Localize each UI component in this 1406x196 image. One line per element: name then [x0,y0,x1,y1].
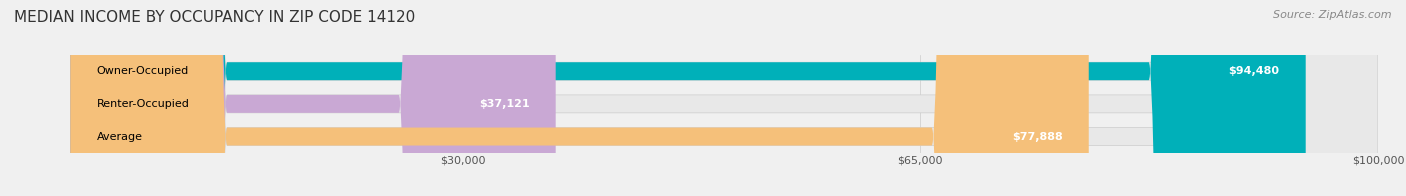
FancyBboxPatch shape [70,0,1378,196]
FancyBboxPatch shape [70,0,555,196]
Text: Renter-Occupied: Renter-Occupied [97,99,190,109]
Text: Source: ZipAtlas.com: Source: ZipAtlas.com [1274,10,1392,20]
Text: MEDIAN INCOME BY OCCUPANCY IN ZIP CODE 14120: MEDIAN INCOME BY OCCUPANCY IN ZIP CODE 1… [14,10,415,25]
Text: Owner-Occupied: Owner-Occupied [97,66,188,76]
FancyBboxPatch shape [70,0,1088,196]
Text: $37,121: $37,121 [479,99,530,109]
Text: $77,888: $77,888 [1012,132,1063,142]
FancyBboxPatch shape [70,0,1306,196]
Text: Average: Average [97,132,142,142]
FancyBboxPatch shape [70,0,1378,196]
Text: $94,480: $94,480 [1229,66,1279,76]
FancyBboxPatch shape [70,0,1378,196]
